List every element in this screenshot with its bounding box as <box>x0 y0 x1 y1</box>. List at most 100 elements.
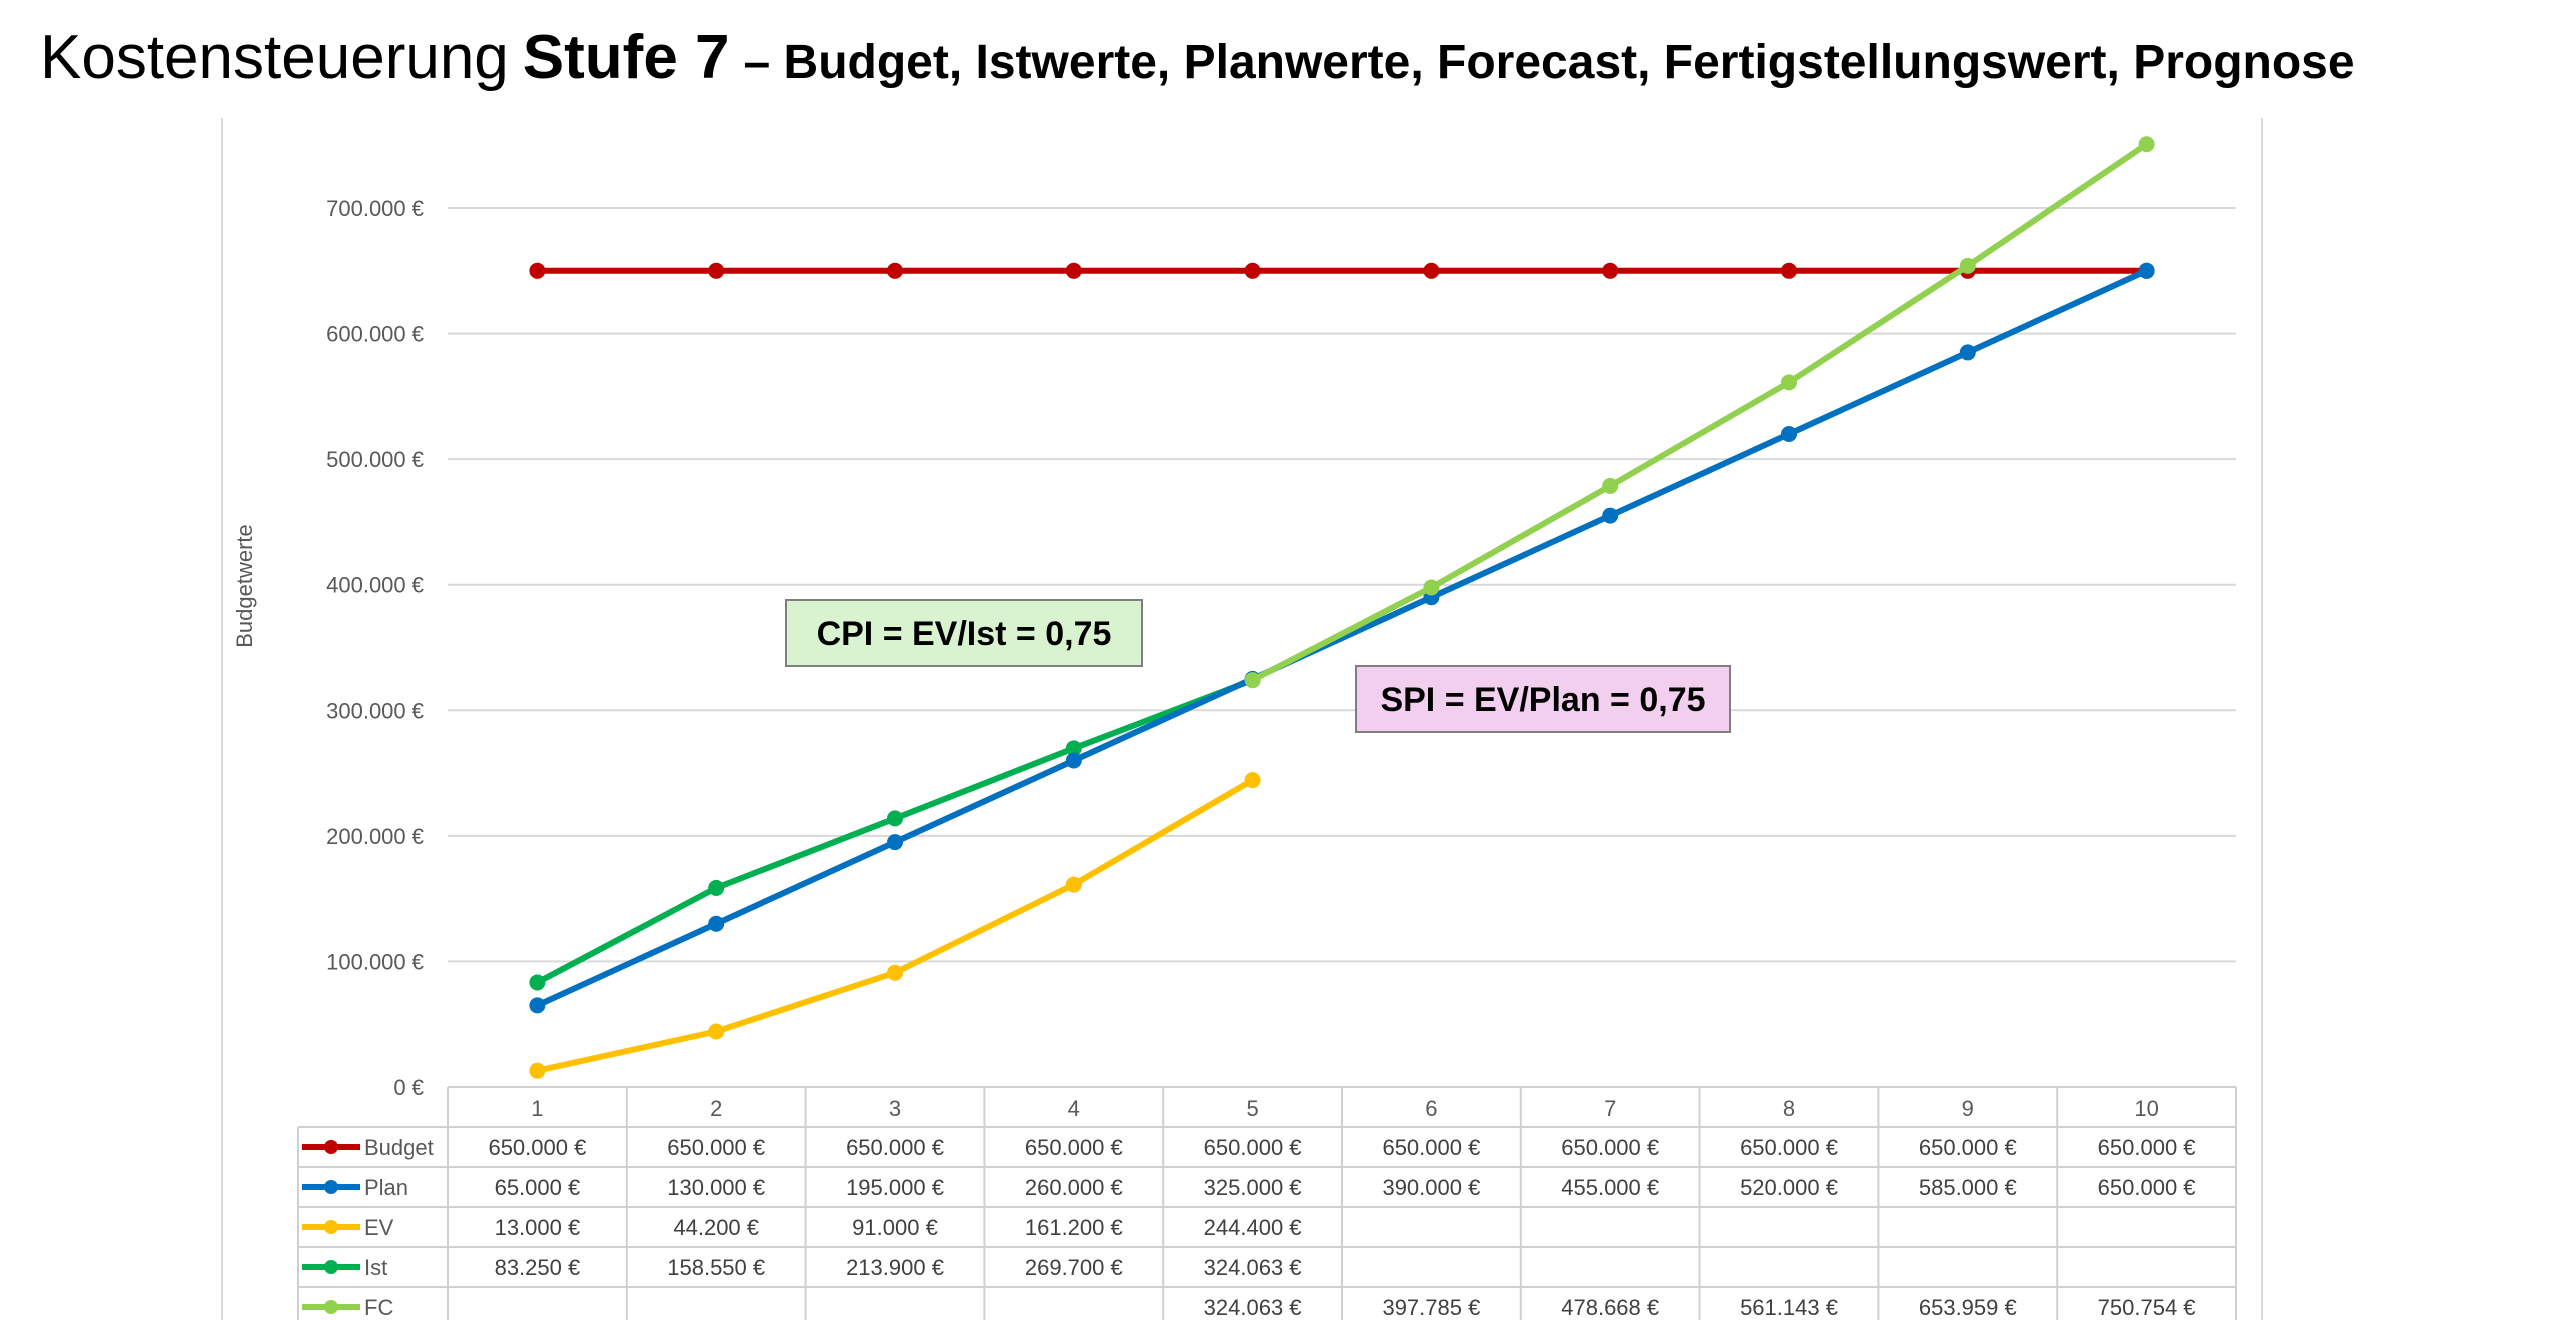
y-tick-label: 500.000 € <box>326 447 424 472</box>
data-point-ist <box>887 810 903 827</box>
x-tick-label: 3 <box>889 1096 901 1121</box>
x-tick-label: 7 <box>1604 1096 1616 1121</box>
data-point-ist <box>1065 740 1082 757</box>
table-cell-value: 650.000 € <box>846 1135 944 1160</box>
table-cell-value: 478.668 € <box>1561 1295 1659 1320</box>
title-main: Kostensteuerung <box>40 23 509 92</box>
table-cell-value: 13.000 € <box>495 1215 581 1240</box>
annotation-box-2 <box>1355 665 1731 733</box>
table-cell-value: 750.754 € <box>2098 1295 2196 1320</box>
table-cell-value: 650.000 € <box>667 1135 765 1160</box>
data-point-fc <box>1602 477 1619 494</box>
table-cell-value: 91.000 € <box>852 1215 938 1240</box>
table-cell-value: 195.000 € <box>846 1175 944 1200</box>
table-cell-value: 397.785 € <box>1382 1295 1480 1320</box>
legend-marker-fc <box>324 1300 338 1314</box>
title-subtitle: – Budget, Istwerte, Planwerte, Forecast,… <box>743 36 2355 89</box>
data-point-plan <box>1781 426 1797 443</box>
data-point-fc <box>1423 579 1440 596</box>
table-cell-value: 650.000 € <box>488 1135 586 1160</box>
data-point-budget <box>1781 262 1797 279</box>
table-cell-value: 653.959 € <box>1919 1295 2017 1320</box>
table-cell-value: 650.000 € <box>2098 1175 2196 1200</box>
data-point-plan <box>1602 507 1619 524</box>
table-cell-value: 244.400 € <box>1204 1215 1302 1240</box>
x-tick-label: 6 <box>1425 1096 1437 1121</box>
data-point-fc <box>2138 136 2155 153</box>
table-cell-value: 650.000 € <box>1025 1135 1123 1160</box>
y-tick-label: 300.000 € <box>326 698 424 723</box>
annotation-text-1: CPI = EV/Ist = 0,75 <box>817 615 1112 653</box>
annotation-box-1 <box>785 599 1143 667</box>
table-cell-value: 324.063 € <box>1204 1295 1302 1320</box>
data-point-plan <box>1959 344 1976 361</box>
legend-marker-plan <box>324 1180 338 1194</box>
page-title: Kostensteuerung Stufe 7 – Budget, Istwer… <box>40 22 2355 112</box>
legend-marker-ist <box>324 1260 338 1274</box>
legend-label-ist: Ist <box>364 1255 387 1280</box>
data-point-budget <box>1423 262 1440 279</box>
x-tick-label: 10 <box>2134 1096 2158 1121</box>
x-tick-label: 5 <box>1246 1096 1258 1121</box>
data-point-budget <box>529 262 546 279</box>
legend-label-budget: Budget <box>364 1135 434 1160</box>
table-cell-value: 650.000 € <box>1204 1135 1302 1160</box>
table-cell-value: 561.143 € <box>1740 1295 1838 1320</box>
data-point-ev <box>887 964 903 981</box>
data-point-budget <box>1065 262 1082 279</box>
table-cell-value: 455.000 € <box>1561 1175 1659 1200</box>
table-cell-value: 520.000 € <box>1740 1175 1838 1200</box>
table-cell-value: 324.063 € <box>1204 1255 1302 1280</box>
y-axis-label: Budgetwerte <box>232 524 257 648</box>
data-point-ev <box>1244 772 1261 789</box>
table-cell-value: 44.200 € <box>673 1215 759 1240</box>
table-cell-value: 650.000 € <box>2098 1135 2196 1160</box>
data-point-fc <box>1959 257 1976 274</box>
data-point-ist <box>708 879 725 896</box>
table-cell-value: 650.000 € <box>1382 1135 1480 1160</box>
legend-marker-budget <box>324 1140 338 1154</box>
x-tick-label: 8 <box>1783 1096 1795 1121</box>
data-point-ev <box>1065 876 1082 893</box>
y-tick-label: 200.000 € <box>326 824 424 849</box>
x-tick-label: 9 <box>1962 1096 1974 1121</box>
data-point-plan <box>887 834 903 851</box>
y-tick-label: 400.000 € <box>326 573 424 598</box>
x-tick-label: 2 <box>710 1096 722 1121</box>
y-tick-label: 100.000 € <box>326 949 424 974</box>
y-tick-label: 0 € <box>393 1075 424 1100</box>
data-point-plan <box>708 915 725 932</box>
table-cell-value: 269.700 € <box>1025 1255 1123 1280</box>
data-point-ev <box>708 1023 725 1040</box>
data-point-budget <box>1244 262 1261 279</box>
legend-label-fc: FC <box>364 1295 393 1320</box>
table-cell-value: 650.000 € <box>1561 1135 1659 1160</box>
data-point-plan <box>2138 262 2155 279</box>
title-stage: Stufe 7 <box>522 23 730 92</box>
data-point-plan <box>1065 752 1082 769</box>
data-point-plan <box>529 997 546 1014</box>
series-line-fc <box>1249 141 2150 684</box>
data-point-budget <box>1602 262 1619 279</box>
y-tick-label: 700.000 € <box>326 196 424 221</box>
data-point-budget <box>887 262 903 279</box>
table-cell-value: 325.000 € <box>1204 1175 1302 1200</box>
annotation-text-2: SPI = EV/Plan = 0,75 <box>1380 681 1705 719</box>
data-point-ev <box>529 1062 546 1079</box>
table-cell-value: 65.000 € <box>495 1175 581 1200</box>
data-point-budget <box>708 262 725 279</box>
data-point-ist <box>529 974 546 991</box>
table-cell-value: 130.000 € <box>667 1175 765 1200</box>
legend-marker-ev <box>324 1220 338 1234</box>
x-tick-label: 1 <box>531 1096 543 1121</box>
table-cell-value: 650.000 € <box>1919 1135 2017 1160</box>
data-point-fc <box>1781 374 1797 391</box>
series-line-plan <box>534 267 2150 1009</box>
table-cell-value: 158.550 € <box>667 1255 765 1280</box>
table-cell-value: 390.000 € <box>1382 1175 1480 1200</box>
data-point-fc <box>1244 672 1261 689</box>
table-cell-value: 83.250 € <box>495 1255 581 1280</box>
table-cell-value: 585.000 € <box>1919 1175 2017 1200</box>
table-cell-value: 161.200 € <box>1025 1215 1123 1240</box>
